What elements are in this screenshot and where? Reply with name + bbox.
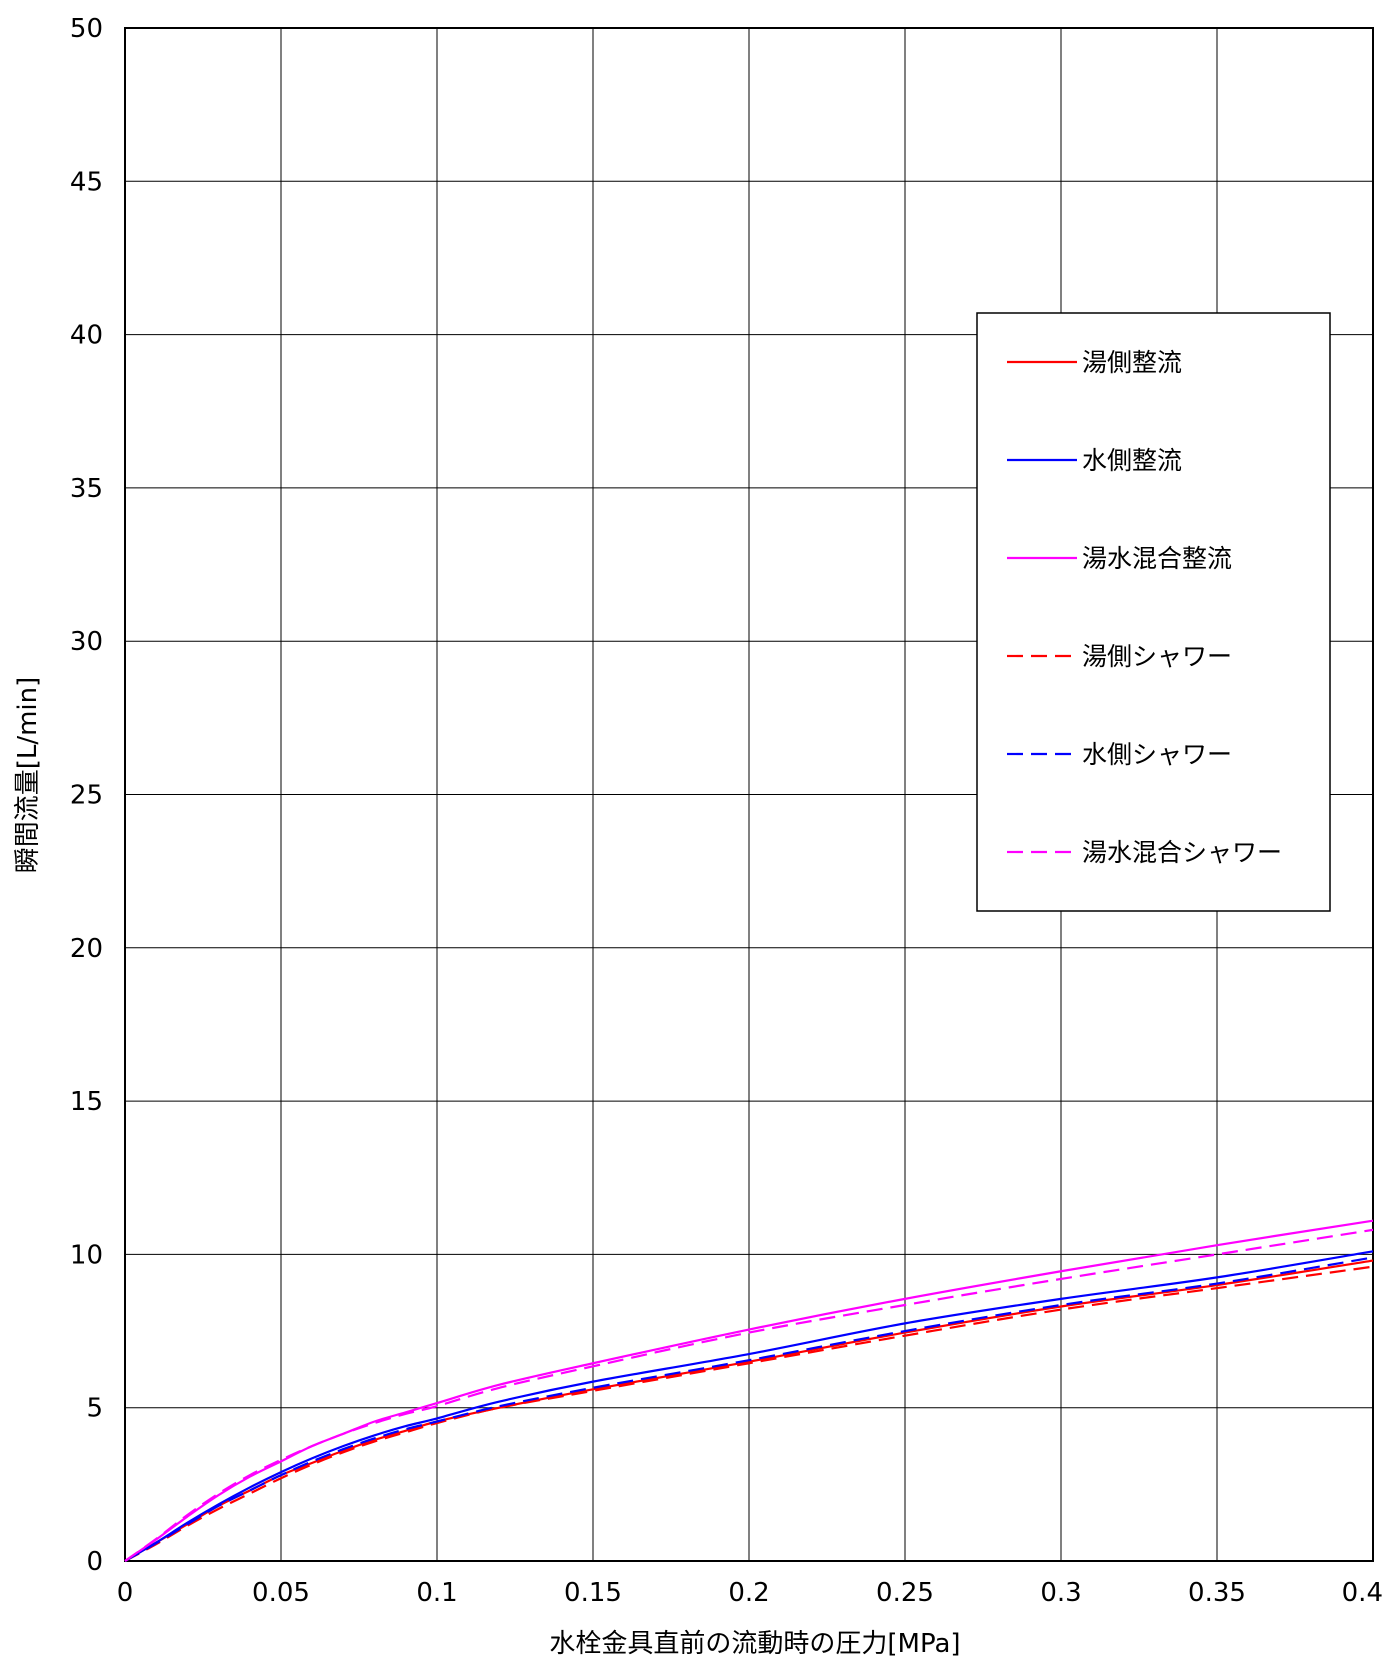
y-tick-label: 35 <box>70 474 103 504</box>
series-line-5 <box>124 1256 1374 1562</box>
series-lines <box>124 1219 1374 1562</box>
x-tick-label: 0.25 <box>876 1578 934 1608</box>
legend-label: 湯水混合整流 <box>1082 544 1232 573</box>
legend-label: 水側整流 <box>1082 446 1182 475</box>
series-line-2 <box>124 1250 1374 1562</box>
x-tick-label: 0.2 <box>728 1578 769 1608</box>
legend-box <box>976 312 1331 912</box>
series-line-6 <box>124 1228 1374 1562</box>
x-tick-label: 0.4 <box>1342 1578 1383 1608</box>
y-axis-ticks: 0 5 10 15 20 25 30 35 40 45 50 <box>70 14 103 1577</box>
x-tick-label: 0.05 <box>252 1578 310 1608</box>
y-axis-title: 瞬間流量[L/min] <box>13 677 43 874</box>
y-tick-label: 50 <box>70 14 103 44</box>
x-axis-ticks: 0 0.05 0.1 0.15 0.2 0.25 0.3 0.35 0.4 <box>117 1578 1383 1608</box>
y-tick-label: 30 <box>70 627 103 657</box>
x-tick-label: 0.3 <box>1040 1578 1081 1608</box>
y-tick-label: 20 <box>70 934 103 964</box>
legend-label: 水側シャワー <box>1082 740 1232 769</box>
x-tick-label: 0.1 <box>416 1578 457 1608</box>
legend-label: 湯側シャワー <box>1082 642 1232 671</box>
series-line-4 <box>124 1265 1374 1562</box>
y-tick-label: 15 <box>70 1087 103 1117</box>
legend-label: 湯水混合シャワー <box>1082 838 1282 867</box>
legend-label: 湯側整流 <box>1082 348 1182 377</box>
plot-frame <box>124 27 1374 1562</box>
y-tick-label: 40 <box>70 321 103 351</box>
y-tick-label: 0 <box>86 1547 103 1577</box>
x-tick-label: 0 <box>117 1578 134 1608</box>
series-line-3 <box>124 1219 1374 1562</box>
y-tick-label: 10 <box>70 1240 103 1270</box>
x-tick-label: 0.35 <box>1188 1578 1246 1608</box>
y-tick-label: 45 <box>70 167 103 197</box>
x-axis-title: 水栓金具直前の流動時の圧力[MPa] <box>549 1629 960 1659</box>
grid <box>124 27 1374 1562</box>
y-tick-label: 25 <box>70 781 103 811</box>
y-tick-label: 5 <box>86 1394 103 1424</box>
x-tick-label: 0.15 <box>564 1578 622 1608</box>
